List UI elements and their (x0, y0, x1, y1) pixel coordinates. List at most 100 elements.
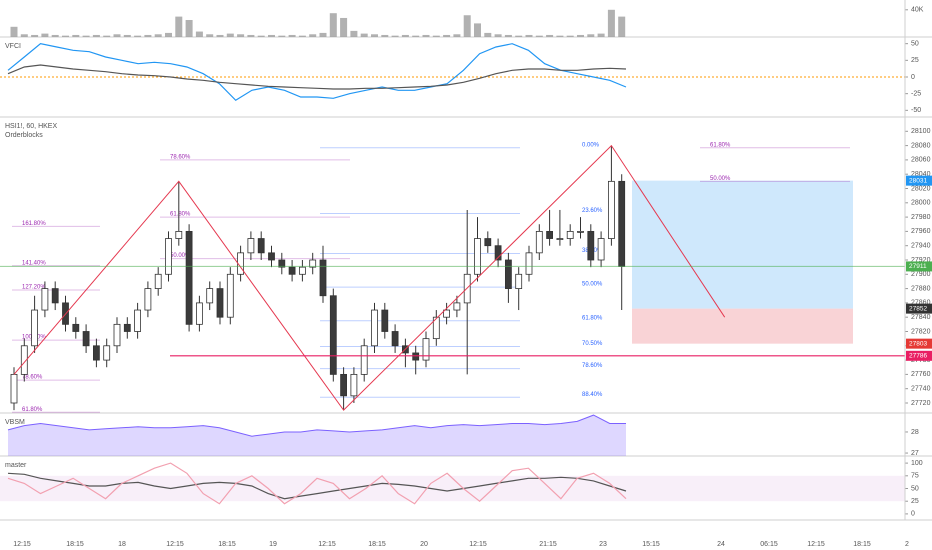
volume-bar (165, 32, 172, 37)
volume-bar (216, 34, 224, 37)
x-tick-label: 20 (420, 541, 428, 548)
y-tick-label: 28020 (911, 185, 931, 192)
y-tick-label: -50 (911, 107, 921, 114)
pane-title: VBSM (5, 419, 25, 426)
y-tick-label: 27980 (911, 214, 931, 221)
price-tag-label: 27803 (909, 340, 927, 347)
pane-title: master (5, 462, 27, 469)
candle-body (577, 230, 584, 233)
candle-body (340, 373, 348, 397)
candle-body (412, 352, 420, 361)
candle-body (144, 288, 152, 311)
pane-title: VFCI (5, 43, 21, 50)
candle-body (226, 273, 234, 318)
candle-body (546, 230, 553, 239)
y-tick-label: 0 (911, 74, 915, 81)
candle-body (113, 323, 121, 347)
volume-bar (566, 35, 574, 37)
volume-bar (577, 34, 584, 37)
y-tick-label: 27920 (911, 257, 931, 264)
candle-body (515, 273, 523, 289)
y-tick-label: 27820 (911, 328, 931, 335)
volume-bar (10, 26, 18, 37)
candle-body (618, 180, 626, 267)
volume-bar (494, 34, 502, 37)
y-tick-label: 27880 (911, 285, 931, 292)
area-line (7, 414, 626, 437)
candle-body (123, 323, 131, 332)
series-line (7, 43, 627, 102)
series-line (7, 462, 627, 505)
volume-bar (268, 34, 275, 37)
volume-bar (329, 13, 337, 37)
x-tick-label: 2 (905, 541, 909, 548)
price-tag-label: 27786 (909, 353, 927, 360)
pane-subtitle: Orderblocks (5, 132, 43, 139)
target-box (632, 180, 853, 309)
volume-bar (535, 35, 543, 37)
volume-bar (237, 34, 245, 37)
series-line (7, 472, 627, 500)
y-tick-label: 28080 (911, 142, 931, 149)
volume-bar (144, 34, 152, 37)
volume-bar (360, 33, 368, 37)
volume-bar (546, 34, 554, 37)
price-tag (906, 303, 932, 314)
volume-bar (432, 35, 440, 37)
candle-body (82, 331, 90, 347)
y-tick-label: -25 (911, 91, 921, 98)
candle-body (10, 373, 18, 404)
volume-bar (195, 31, 203, 37)
volume-bar (515, 35, 523, 37)
x-tick-label: 12:15 (13, 541, 31, 548)
candle-body (165, 238, 172, 275)
y-tick-label: 75 (911, 473, 919, 480)
fib-label: 61.80% (170, 212, 191, 218)
y-tick-label: 27960 (911, 228, 931, 235)
volume-bar (597, 33, 605, 37)
candle-body (247, 238, 255, 254)
volume-bar (556, 35, 564, 37)
volume-bar (350, 30, 358, 37)
y-tick-label: 25 (911, 57, 919, 64)
y-tick-label: 25 (911, 498, 919, 505)
price-tag-label: 28031 (909, 177, 927, 184)
candle-body (432, 316, 440, 340)
volume-bar (288, 34, 296, 37)
volume-bar (463, 15, 471, 37)
y-tick-label: 28040 (911, 171, 931, 178)
candle-body (484, 238, 492, 247)
volume-bar (474, 23, 481, 37)
candle-body (566, 230, 574, 239)
fib-label: 70.50% (582, 341, 603, 347)
volume-bar (226, 33, 234, 37)
candle-body (556, 238, 564, 240)
candle-body (93, 345, 100, 361)
candle-body (298, 266, 306, 275)
volume-bar (371, 34, 378, 37)
candle-body (257, 238, 265, 254)
candle-body (41, 288, 49, 311)
candle-body (268, 252, 275, 261)
candle-body (309, 259, 317, 268)
candle-body (329, 295, 337, 375)
candle-body (20, 345, 28, 375)
fib-label: 50.00% (582, 282, 603, 288)
fib-label: 61.80% (22, 407, 43, 413)
volume-bar (62, 35, 69, 37)
y-tick-label: 27940 (911, 243, 931, 250)
candle-body (154, 273, 162, 289)
y-tick-label: 27760 (911, 371, 931, 378)
fib-label: 78.60% (170, 154, 191, 160)
candle-body (443, 309, 451, 318)
x-tick-label: 06:15 (760, 541, 778, 548)
volume-bar (443, 34, 451, 37)
x-tick-label: 15:15 (642, 541, 660, 548)
volume-bar (340, 17, 348, 37)
fib-label: 127.20% (22, 285, 46, 291)
series-line (7, 64, 627, 90)
volume-bar (607, 9, 615, 38)
y-tick-label: 28100 (911, 128, 931, 135)
y-tick-label: 50 (911, 41, 919, 48)
volume-bar (484, 32, 492, 37)
